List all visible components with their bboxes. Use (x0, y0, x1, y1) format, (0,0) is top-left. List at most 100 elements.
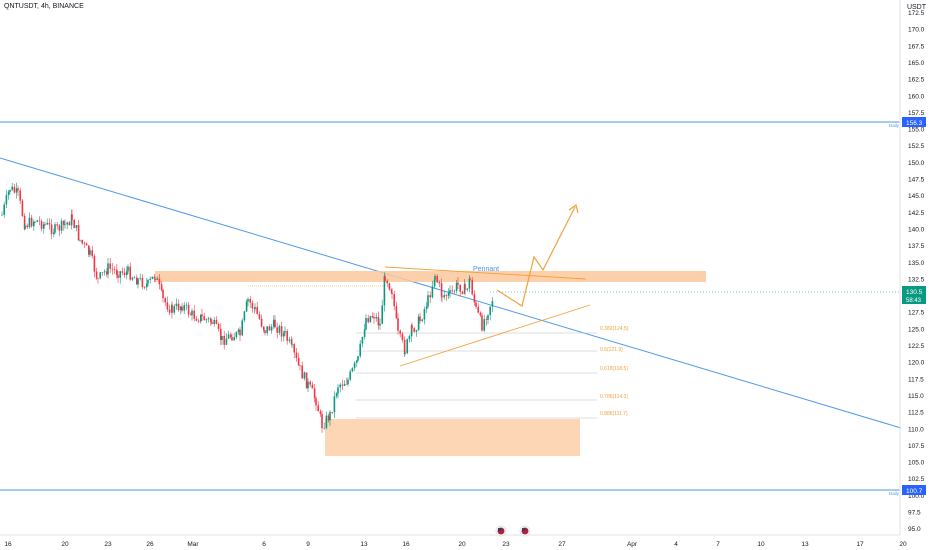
candle-body (99, 272, 101, 279)
candle-body (146, 283, 148, 288)
candle-body (251, 302, 254, 309)
candle-body (245, 301, 248, 312)
pennant-pattern[interactable]: Pennant (384, 266, 591, 367)
candle-body (205, 319, 208, 321)
candle-body (117, 274, 119, 278)
lower-level-tag-bg (902, 485, 926, 495)
us-event-flag-1[interactable] (495, 525, 507, 537)
candle-body (185, 304, 188, 306)
candle-body (158, 278, 161, 285)
price-tick-label: 142.5 (908, 210, 925, 217)
descending-trendline[interactable] (0, 157, 902, 429)
candle-body (333, 396, 336, 413)
candle-body (221, 336, 223, 340)
candle-body (377, 316, 380, 326)
candlesticks[interactable] (1, 182, 494, 433)
candle-body (260, 318, 263, 327)
us-event-flag-2[interactable] (519, 525, 531, 537)
candle-body (291, 344, 293, 345)
candle-body (203, 316, 205, 321)
candle-body (313, 388, 316, 399)
pennant-lower-line (399, 304, 591, 367)
upper-level-tag-bg (902, 117, 926, 127)
candle-body (485, 319, 488, 320)
fibonacci-levels[interactable]: 0.382(124.5) 0.5(121.9) 0.618(118.5) 0.7… (356, 326, 629, 419)
candle-body (464, 283, 466, 290)
candle-body (119, 271, 121, 278)
fib-label-0618: 0.618(118.5) (600, 366, 628, 372)
fib-label-0382: 0.382(124.5) (600, 326, 629, 332)
candle-body (181, 306, 183, 311)
candle-body (153, 276, 156, 279)
candle-body (201, 314, 203, 317)
candle-body (166, 302, 169, 310)
candle-body (180, 306, 182, 311)
price-tick-label: 110.0 (908, 426, 924, 433)
candle-body (415, 330, 418, 332)
candle-body (235, 331, 238, 338)
candle-body (311, 384, 314, 389)
candle-body (183, 305, 185, 311)
candle-body (231, 337, 233, 341)
upper-level-tag: 156.3 Daily (889, 117, 926, 128)
symbol-header[interactable]: QNTUSDT, 4h, BINANCE (4, 3, 84, 10)
candle-body (419, 316, 421, 321)
time-scale[interactable]: 16 20 23 26 Mar 6 9 13 16 20 23 27 Apr 4 7 10 13 17 20 (4, 541, 907, 548)
candle-body (151, 276, 154, 279)
currency-label[interactable]: USDT (906, 4, 926, 11)
time-tick-label: 6 (262, 541, 266, 548)
projection-path (496, 206, 576, 307)
candle-body (406, 339, 408, 354)
candle-body (403, 339, 406, 354)
price-tick-label: 155.0 (908, 127, 925, 134)
candle-body (455, 282, 458, 291)
candle-body (429, 295, 431, 298)
candle-body (391, 292, 393, 295)
candle-body (11, 186, 13, 190)
candle-body (241, 320, 243, 336)
candle-body (469, 278, 471, 280)
price-tick-label: 162.5 (908, 77, 925, 84)
candle-body (225, 338, 228, 345)
candle-body (263, 326, 265, 331)
candle-body (367, 318, 369, 323)
candle-body (356, 360, 358, 363)
lower-level-tag: 100.7 Daily (889, 485, 926, 496)
demand-zone[interactable] (325, 419, 580, 456)
candle-body (384, 276, 386, 281)
candle-body (315, 398, 317, 406)
price-tick-label: 125.0 (908, 326, 925, 333)
price-tick-label: 105.0 (908, 460, 925, 467)
candle-body (77, 225, 80, 241)
candle-body (375, 316, 377, 319)
time-tick-label: 27 (558, 541, 566, 548)
candle-body (116, 269, 118, 275)
candle-body (213, 319, 215, 324)
candle-body (421, 319, 423, 321)
candle-body (121, 271, 124, 273)
candle-body (64, 224, 66, 226)
candle-body (288, 339, 291, 341)
time-tick-label: 16 (402, 541, 410, 548)
candle-body (249, 298, 251, 303)
candle-body (91, 250, 93, 256)
candle-body (373, 317, 375, 319)
price-scale[interactable]: 172.5 170.0 167.5 165.0 162.5 160.0 157.5 155.0… (908, 10, 925, 533)
time-tick-label: 13 (360, 541, 368, 548)
time-tick-label: 26 (146, 541, 154, 548)
candle-body (217, 323, 220, 329)
candle-body (168, 309, 171, 313)
candle-body (85, 243, 88, 246)
candle-body (293, 344, 295, 353)
candle-body (441, 296, 443, 298)
lower-level-label: Daily (889, 491, 900, 496)
candle-body (79, 239, 81, 241)
candle-body (173, 306, 175, 313)
price-tick-label: 120.0 (908, 360, 925, 367)
projection-arrow[interactable] (496, 203, 579, 307)
candle-body (207, 318, 210, 320)
price-tick-label: 170.0 (908, 27, 925, 34)
resistance-zone[interactable] (155, 271, 706, 282)
